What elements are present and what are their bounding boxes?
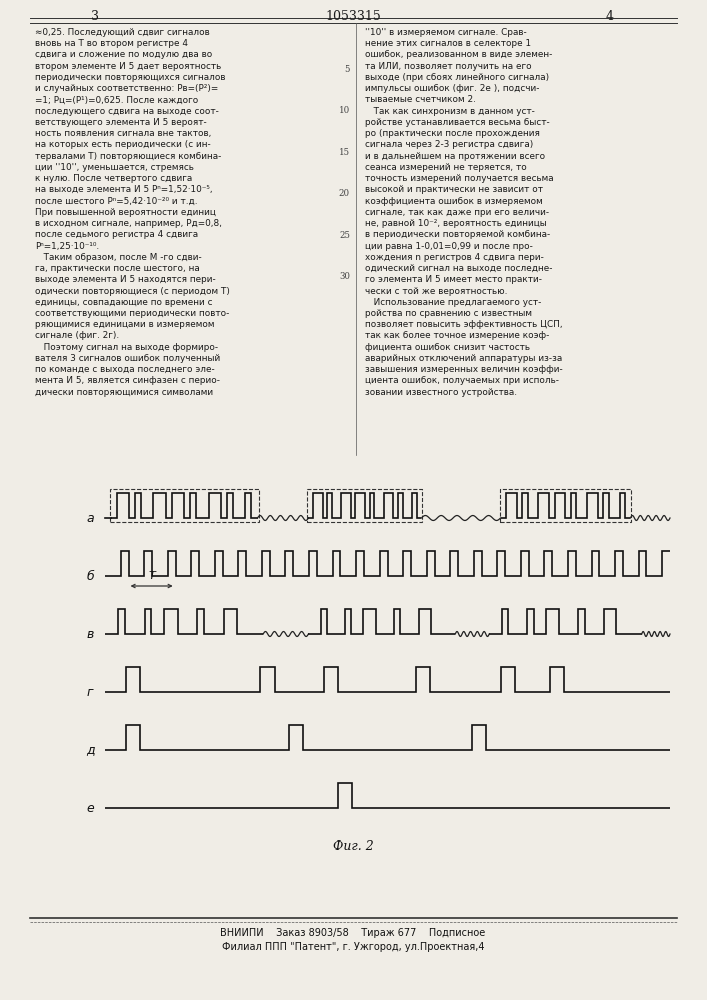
Text: д: д bbox=[86, 744, 94, 756]
Text: ≈0,25. Последующий сдвиг сигналов
вновь на Т во втором регистре 4
сдвига и сложе: ≈0,25. Последующий сдвиг сигналов вновь … bbox=[35, 28, 230, 397]
Text: е: е bbox=[86, 802, 94, 814]
Text: 3: 3 bbox=[91, 10, 99, 23]
Text: 20: 20 bbox=[339, 189, 350, 198]
Text: в: в bbox=[86, 628, 94, 641]
Text: ''10'' в измеряемом сигнале. Срав-
нение этих сигналов в селекторе 1
ошибок, реа: ''10'' в измеряемом сигнале. Срав- нение… bbox=[365, 28, 563, 397]
Text: 10: 10 bbox=[339, 106, 350, 115]
Text: б: б bbox=[86, 570, 94, 582]
Text: Филиал ППП "Патент", г. Ужгород, ул.Проектная,4: Филиал ППП "Патент", г. Ужгород, ул.Прое… bbox=[222, 942, 484, 952]
Text: 30: 30 bbox=[339, 272, 350, 281]
Text: 15: 15 bbox=[339, 148, 350, 157]
Bar bbox=[110, 489, 259, 522]
Bar bbox=[500, 489, 631, 522]
Text: 5: 5 bbox=[344, 65, 350, 74]
Text: T: T bbox=[148, 571, 155, 581]
Text: 1053315: 1053315 bbox=[325, 10, 381, 23]
Text: 25: 25 bbox=[339, 231, 350, 240]
Text: а: а bbox=[86, 512, 94, 524]
Text: 4: 4 bbox=[606, 10, 614, 23]
Text: ВНИИПИ    Заказ 8903/58    Тираж 677    Подписное: ВНИИПИ Заказ 8903/58 Тираж 677 Подписное bbox=[221, 928, 486, 938]
Text: г: г bbox=[87, 686, 93, 698]
Bar bbox=[308, 489, 422, 522]
Text: Фиг. 2: Фиг. 2 bbox=[332, 840, 373, 853]
